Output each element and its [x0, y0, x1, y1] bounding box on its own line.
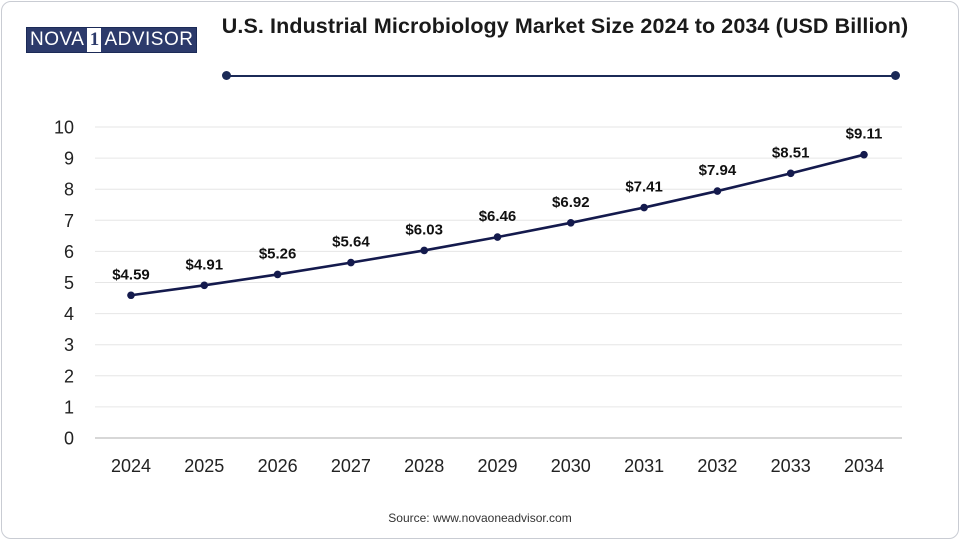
- logo-text-right: ADVISOR: [101, 28, 197, 52]
- y-tick-label: 4: [64, 304, 74, 324]
- x-tick-label: 2025: [184, 456, 224, 476]
- data-labels: $4.59 $4.91 $5.26 $5.64 $6.03 $6.46 $6.92 $7.41…: [112, 126, 882, 284]
- data-label: $4.91: [186, 256, 224, 273]
- x-tick-label: 2031: [624, 456, 664, 476]
- x-tick-label: 2029: [477, 456, 517, 476]
- series-layer: [127, 150, 868, 300]
- data-point: [567, 218, 575, 227]
- nova-one-advisor-logo: NOVA 1 ADVISOR: [26, 27, 198, 53]
- data-point: [273, 270, 282, 279]
- data-label: $5.64: [332, 234, 370, 251]
- x-axis-ticks: 2024 2025 2026 2027 2028 2029 2030 2031 2032 2033…: [111, 456, 884, 476]
- y-tick-label: 0: [64, 429, 74, 449]
- y-tick-label: 9: [64, 149, 74, 169]
- title-underline-dot-right: [891, 71, 900, 80]
- x-tick-label: 2033: [771, 456, 811, 476]
- y-tick-label: 5: [64, 273, 74, 293]
- x-tick-label: 2034: [844, 456, 884, 476]
- logo-text-left: NOVA: [27, 28, 88, 52]
- y-tick-label: 3: [64, 335, 74, 355]
- y-tick-label: 8: [64, 180, 74, 200]
- data-label: $7.41: [625, 179, 663, 196]
- data-label: $6.03: [405, 221, 443, 238]
- chart-title: U.S. Industrial Microbiology Market Size…: [221, 14, 909, 38]
- data-label: $5.26: [259, 245, 297, 262]
- y-tick-label: 7: [64, 211, 74, 231]
- x-tick-label: 2027: [331, 456, 371, 476]
- logo-text-mid: 1: [87, 28, 102, 52]
- data-label: $8.51: [772, 144, 810, 161]
- data-point: [420, 246, 429, 255]
- data-label: $7.94: [699, 162, 737, 179]
- data-point: [713, 187, 722, 195]
- data-label: $9.11: [846, 126, 883, 143]
- source-note: Source: www.novaoneadvisor.com: [388, 511, 572, 525]
- data-point: [127, 291, 135, 300]
- y-tick-label: 2: [64, 366, 74, 386]
- y-axis-ticks: 0 1 2 3 4 5 6 7 8 9 10: [54, 118, 74, 449]
- gridlines: [95, 126, 902, 439]
- data-point: [347, 258, 355, 267]
- data-point: [860, 150, 868, 159]
- data-point: [493, 233, 502, 241]
- data-point: [200, 281, 209, 290]
- y-tick-label: 6: [64, 242, 74, 262]
- data-label: $4.59: [112, 266, 150, 283]
- data-label: $6.46: [479, 208, 517, 225]
- data-point: [786, 169, 795, 178]
- data-label: $6.92: [552, 194, 590, 211]
- y-tick-label: 10: [54, 118, 74, 138]
- y-tick-label: 1: [64, 397, 74, 417]
- x-tick-label: 2030: [551, 456, 591, 476]
- title-underline-dot-left: [222, 71, 231, 80]
- data-point: [640, 203, 648, 212]
- x-tick-label: 2032: [697, 456, 737, 476]
- title-underline: [226, 75, 896, 77]
- x-tick-label: 2026: [258, 456, 298, 476]
- x-tick-label: 2028: [404, 456, 444, 476]
- x-tick-label: 2024: [111, 456, 151, 476]
